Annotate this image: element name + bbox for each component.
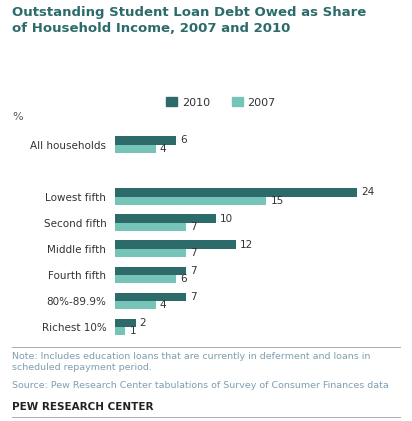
Legend: 2010, 2007: 2010, 2007 (162, 93, 280, 112)
Bar (115, 319, 136, 327)
Text: 12: 12 (240, 240, 253, 250)
Text: 6: 6 (180, 274, 187, 284)
Bar (115, 327, 125, 335)
Text: %: % (12, 112, 23, 122)
Bar (115, 301, 156, 309)
Bar (115, 266, 186, 275)
Bar (115, 293, 186, 301)
Text: 24: 24 (361, 187, 375, 197)
Text: Source: Pew Research Center tabulations of Survey of Consumer Finances data: Source: Pew Research Center tabulations … (12, 381, 389, 390)
Text: 10: 10 (220, 213, 233, 224)
Text: 15: 15 (270, 196, 284, 206)
Text: 7: 7 (190, 222, 197, 232)
Text: 4: 4 (160, 300, 166, 310)
Bar (115, 223, 186, 231)
Bar (115, 188, 357, 197)
Text: PEW RESEARCH CENTER: PEW RESEARCH CENTER (12, 402, 154, 412)
Bar (115, 240, 236, 249)
Text: 1: 1 (129, 326, 136, 336)
Text: 7: 7 (190, 266, 197, 276)
Text: Outstanding Student Loan Debt Owed as Share
of Household Income, 2007 and 2010: Outstanding Student Loan Debt Owed as Sh… (12, 6, 367, 35)
Text: Note: Includes education loans that are currently in deferment and loans in
sche: Note: Includes education loans that are … (12, 352, 371, 372)
Bar (115, 275, 176, 283)
Text: 4: 4 (160, 144, 166, 154)
Text: 7: 7 (190, 248, 197, 258)
Text: 6: 6 (180, 136, 187, 145)
Text: 2: 2 (140, 318, 146, 328)
Bar (115, 144, 156, 153)
Bar (115, 197, 267, 205)
Bar (115, 136, 176, 144)
Text: 7: 7 (190, 292, 197, 302)
Bar (115, 214, 216, 223)
Bar (115, 249, 186, 257)
